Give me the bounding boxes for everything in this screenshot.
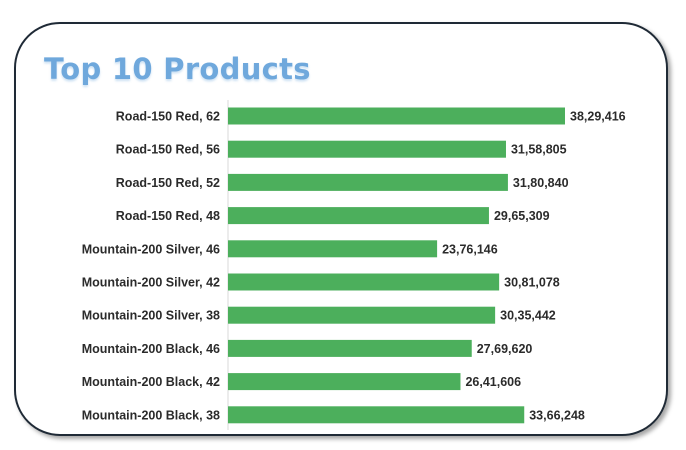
bar — [228, 339, 472, 357]
bar — [228, 306, 496, 324]
chart-title: Top 10 Products — [44, 52, 311, 86]
category-label: Mountain-200 Silver, 42 — [82, 276, 220, 290]
bar — [228, 207, 489, 225]
bar — [228, 107, 565, 125]
data-label: 29,65,309 — [494, 209, 550, 223]
bar — [228, 273, 500, 291]
data-label: 38,29,416 — [570, 110, 626, 124]
category-label: Road-150 Red, 52 — [116, 176, 220, 190]
data-label: 30,81,078 — [504, 276, 560, 290]
data-label: 23,76,146 — [442, 242, 498, 256]
bar — [228, 140, 506, 158]
category-label: Mountain-200 Silver, 46 — [82, 242, 220, 256]
category-label: Mountain-200 Black, 38 — [82, 408, 220, 422]
bar — [228, 173, 508, 191]
chart-card — [14, 22, 668, 436]
data-label: 33,66,248 — [529, 408, 585, 422]
category-label: Road-150 Red, 48 — [116, 209, 220, 223]
category-label: Mountain-200 Silver, 38 — [82, 309, 220, 323]
data-label: 31,58,805 — [511, 143, 567, 157]
data-label: 31,80,840 — [513, 176, 569, 190]
data-label: 30,35,442 — [500, 309, 556, 323]
category-label: Mountain-200 Black, 46 — [82, 342, 220, 356]
bar — [228, 373, 461, 391]
data-label: 26,41,606 — [465, 375, 521, 389]
bar — [228, 240, 438, 258]
data-label: 27,69,620 — [477, 342, 533, 356]
bar — [228, 406, 525, 424]
category-label: Road-150 Red, 62 — [116, 110, 220, 124]
category-label: Road-150 Red, 56 — [116, 143, 220, 157]
category-label: Mountain-200 Black, 42 — [82, 375, 220, 389]
